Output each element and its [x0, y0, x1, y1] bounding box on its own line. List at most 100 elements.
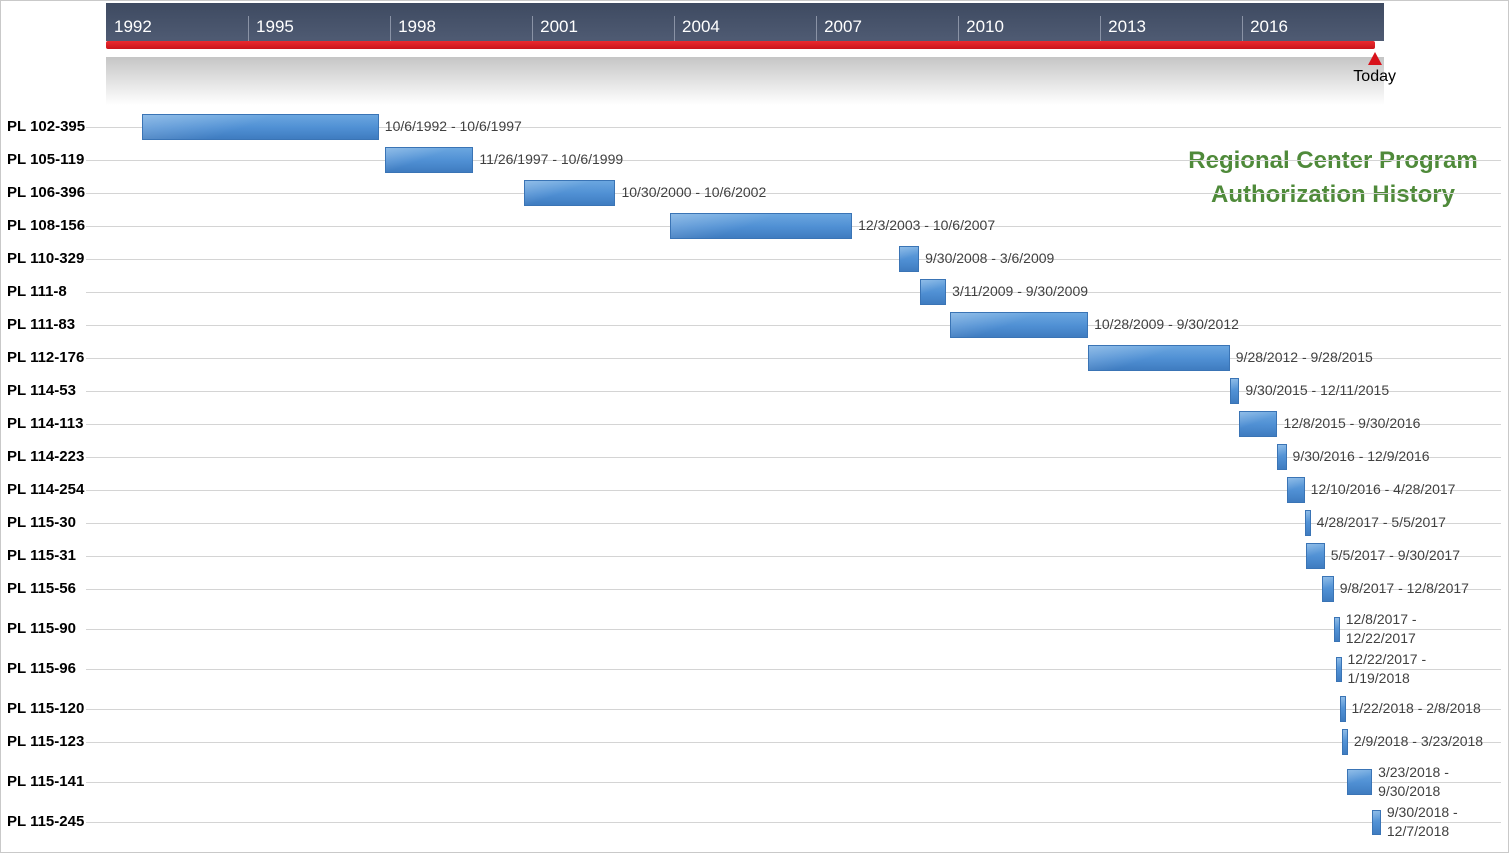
axis-tick-separator: [248, 16, 250, 42]
gantt-bar: [670, 213, 853, 239]
bar-date-range: 9/30/2008 - 3/6/2009: [925, 249, 1054, 268]
row-gridline: [86, 822, 1501, 823]
row-label: PL 102-395: [7, 118, 86, 135]
gantt-bar: [1286, 477, 1305, 503]
row-gridline: [86, 391, 1501, 392]
gantt-bar: [142, 114, 379, 140]
row-gridline: [86, 193, 1501, 194]
row-label: PL 105-119: [7, 151, 85, 168]
bar-date-range-line: 10/6/1992 - 10/6/1997: [384, 118, 522, 134]
bar-date-range: 12/22/2017 - 1/19/2018: [1348, 650, 1427, 688]
bar-date-range-line: 12/10/2016 - 4/28/2017: [1310, 481, 1456, 497]
row-label: PL 115-120: [7, 700, 85, 717]
today-label: Today: [1353, 68, 1397, 85]
row-gridline: [86, 782, 1501, 783]
bar-date-range-line: 2/9/2018 - 3/23/2018: [1353, 733, 1484, 749]
bar-date-range-line: 9/30/2016 - 12/9/2016: [1292, 448, 1430, 464]
row-label: PL 115-123: [7, 733, 85, 750]
row-gridline: [86, 490, 1501, 491]
bar-date-range-line: 10/30/2000 - 10/6/2002: [621, 184, 767, 200]
row-gridline: [86, 523, 1501, 524]
gantt-bar: [949, 312, 1089, 338]
row-label: PL 114-254: [7, 481, 85, 498]
bar-date-range-line: 11/26/1997 - 10/6/1999: [479, 151, 624, 167]
axis-tick-label: 2013: [1108, 17, 1146, 36]
row-label: PL 115-31: [7, 547, 76, 564]
row-gridline: [86, 742, 1501, 743]
bar-date-range-line: 3/11/2009 - 9/30/2009: [952, 283, 1089, 299]
row-gridline: [86, 556, 1501, 557]
row-gridline: [86, 127, 1501, 128]
axis-tick-separator: [532, 16, 534, 42]
today-marker-icon: [1367, 52, 1382, 65]
gantt-bar: [1321, 576, 1334, 602]
bar-date-range: 10/28/2009 - 9/30/2012: [1094, 315, 1239, 334]
axis-tick-label: 2010: [966, 17, 1004, 36]
row-label: PL 115-245: [7, 813, 85, 830]
row-label: PL 106-396: [7, 184, 86, 201]
bar-date-range-line: 9/30/2015 - 12/11/2015: [1245, 382, 1390, 398]
axis-tick-separator: [390, 16, 392, 42]
chart-title-line-2: Authorization History: [1211, 181, 1455, 208]
gantt-bar: [1333, 616, 1340, 642]
bar-date-range: 12/8/2015 - 9/30/2016: [1283, 414, 1420, 433]
chart-title: Regional Center Program Authorization Hi…: [1175, 144, 1491, 212]
gantt-bar: [1230, 378, 1240, 404]
gantt-bar: [1372, 809, 1381, 835]
bar-date-range: 2/9/2018 - 3/23/2018: [1354, 732, 1483, 751]
axis-tick-separator: [816, 16, 818, 42]
bar-date-range-line: 12/22/2017: [1345, 630, 1416, 646]
bar-date-range-line: 12/8/2015 - 9/30/2016: [1283, 415, 1421, 431]
bar-date-range: 10/30/2000 - 10/6/2002: [621, 183, 766, 202]
bar-date-range-line: 12/22/2017 -: [1347, 651, 1427, 667]
bar-date-range: 9/30/2016 - 12/9/2016: [1293, 447, 1430, 466]
axis-tick-separator: [958, 16, 960, 42]
axis-tick-separator: [1242, 16, 1244, 42]
bar-date-range: 9/30/2018 - 12/7/2018: [1387, 803, 1458, 841]
gantt-bar: [1305, 543, 1325, 569]
bar-date-range-line: 9/28/2012 - 9/28/2015: [1235, 349, 1373, 365]
bar-date-range: 11/26/1997 - 10/6/1999: [479, 150, 623, 169]
bar-date-range-line: 4/28/2017 - 5/5/2017: [1316, 514, 1446, 530]
bar-date-range-line: 5/5/2017 - 9/30/2017: [1330, 547, 1460, 563]
row-gridline: [86, 358, 1501, 359]
bar-date-range: 3/11/2009 - 9/30/2009: [952, 282, 1088, 301]
gantt-bar: [385, 147, 474, 173]
gantt-bar: [1341, 729, 1348, 755]
timeline-axis: 1992 1995 1998 2001 2004 2007 2010 2013 2016: [106, 3, 1384, 42]
row-gridline: [86, 259, 1501, 260]
bar-date-range: 3/23/2018 - 9/30/2018: [1378, 763, 1449, 801]
row-gridline: [86, 292, 1501, 293]
axis-tick-label: 1992: [114, 17, 152, 36]
bar-date-range: 12/3/2003 - 10/6/2007: [858, 216, 995, 235]
bar-date-range: 4/28/2017 - 5/5/2017: [1317, 513, 1446, 532]
gantt-bar: [1087, 345, 1230, 371]
row-label: PL 114-113: [7, 415, 84, 432]
axis-tick-label: 1995: [256, 17, 294, 36]
bar-date-range: 9/8/2017 - 12/8/2017: [1340, 579, 1469, 598]
bar-date-range: 1/22/2018 - 2/8/2018: [1352, 699, 1481, 718]
axis-tick-label: 1998: [398, 17, 436, 36]
gantt-bar: [1339, 696, 1346, 722]
bar-date-range-line: 9/30/2018 -: [1386, 804, 1458, 820]
bar-date-range: 10/6/1992 - 10/6/1997: [385, 117, 522, 136]
row-label: PL 115-56: [7, 580, 76, 597]
bar-date-range: 12/10/2016 - 4/28/2017: [1311, 480, 1456, 499]
gantt-bar: [1238, 411, 1278, 437]
row-gridline: [86, 709, 1501, 710]
gantt-bar: [1347, 769, 1373, 795]
row-label: PL 111-8: [7, 283, 67, 300]
chart-title-line-1: Regional Center Program: [1188, 147, 1478, 174]
row-gridline: [86, 424, 1501, 425]
row-label: PL 115-90: [7, 620, 76, 637]
bar-date-range-line: 12/3/2003 - 10/6/2007: [858, 217, 996, 233]
axis-tick-label: 2016: [1250, 17, 1288, 36]
gantt-bar: [919, 279, 947, 305]
row-gridline: [86, 457, 1501, 458]
row-gridline: [86, 325, 1501, 326]
row-gridline: [86, 669, 1501, 670]
row-label: PL 111-83: [7, 316, 76, 333]
row-gridline: [86, 629, 1501, 630]
row-label: PL 114-53: [7, 382, 76, 399]
bar-date-range-line: 9/30/2008 - 3/6/2009: [925, 250, 1055, 266]
